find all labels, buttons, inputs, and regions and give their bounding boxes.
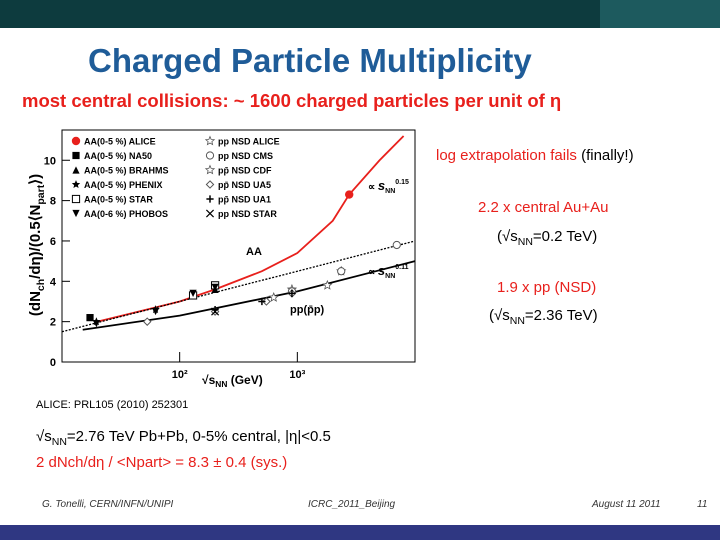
- y-axis-label: (dNch/dη)/(0.5⟨Npart⟩): [27, 174, 47, 316]
- plot-frame: [61, 129, 416, 363]
- note-part: (√s: [489, 307, 510, 324]
- y-label-part: /dη)/(0.5⟨N: [27, 205, 44, 279]
- data-point: [211, 283, 219, 291]
- legend-marker: [205, 151, 215, 160]
- y-tick-label: 8: [50, 196, 56, 208]
- y-label-part: part: [35, 184, 47, 204]
- note-part: =0.2 TeV): [533, 228, 597, 245]
- legend-label: AA(0-5 %) PHENIX: [84, 180, 163, 190]
- legend-marker: [205, 180, 215, 189]
- legend-marker: [72, 151, 80, 160]
- annotation: ∝ sNN0.15: [368, 178, 409, 195]
- footer-event: ICRC_2011_Beijing: [308, 499, 396, 510]
- x-label-part: (GeV): [227, 373, 262, 387]
- legend-marker: [72, 209, 80, 218]
- note: log extrapolation fails (finally!): [436, 147, 634, 164]
- y-tick-label: 2: [50, 317, 56, 329]
- y-label-part: ⟩): [27, 174, 44, 185]
- legend-label: pp NSD ALICE: [218, 137, 280, 147]
- note-part: (√s: [497, 228, 518, 245]
- x-axis-label: √sNN (GeV): [202, 373, 263, 389]
- legend-marker: [71, 136, 81, 146]
- data-point: [92, 320, 100, 328]
- footer-author: G. Tonelli, CERN/INFN/UNIPI: [42, 499, 174, 510]
- data-point: [189, 289, 197, 298]
- legend-label: AA(0-5 %) NA50: [84, 151, 152, 161]
- legend-marker: [71, 194, 81, 204]
- data-point: [86, 314, 94, 322]
- legend-marker: [205, 209, 215, 218]
- data-point: [258, 297, 266, 306]
- data-point: [151, 307, 160, 316]
- note: (√sNN=0.2 TeV): [497, 228, 597, 248]
- y-label-part: (dN: [27, 291, 44, 316]
- legend-label: pp̄ NSD UA5: [218, 180, 271, 190]
- note-part: log extrapolation fails: [436, 147, 577, 164]
- legend-label: pp̄ NSD CDF: [218, 166, 272, 176]
- legend-marker: [72, 166, 80, 174]
- data-point: [268, 292, 279, 302]
- annotation: AA: [246, 246, 262, 258]
- condition: √sNN=2.76 TeV Pb+Pb, 0-5% central, |η|<0…: [36, 428, 331, 448]
- legend-label: AA(0-5 %) ALICE: [84, 137, 156, 147]
- condition-part: √s: [36, 428, 52, 445]
- footer-date: August 11 2011: [591, 499, 661, 510]
- x-tick-label: 10²: [172, 369, 188, 381]
- top-bar-accent: [600, 0, 720, 28]
- annotation-part: 0.15: [395, 179, 409, 186]
- note: (√sNN=2.36 TeV): [489, 307, 598, 327]
- legend-marker: [71, 180, 81, 189]
- data-point: [322, 279, 333, 290]
- reference: ALICE: PRL105 (2010) 252301: [36, 399, 188, 411]
- y-tick-label: 6: [50, 236, 56, 248]
- data-point: [288, 289, 296, 298]
- fit-line: [61, 240, 416, 333]
- slide-subtitle: most central collisions: ~ 1600 charged …: [22, 90, 561, 111]
- legend-marker: [206, 195, 214, 203]
- y-tick-label: 0: [50, 357, 56, 369]
- note-part: NN: [510, 315, 525, 327]
- x-tick-label: 10³: [289, 369, 305, 381]
- x-label-part: NN: [215, 379, 227, 389]
- annotation-part: NN: [385, 188, 395, 195]
- legend-label: pp NSD CMS: [218, 151, 273, 161]
- annotation-part: NN: [385, 273, 395, 280]
- annotation: pp(p̄p): [290, 304, 325, 316]
- legend-label: pp NSD STAR: [218, 209, 277, 219]
- annotation-part: 0.11: [395, 264, 408, 271]
- condition-part: NN: [52, 436, 67, 448]
- footer-page: 11: [697, 499, 707, 510]
- data-point: [211, 307, 220, 316]
- data-point: [392, 240, 401, 250]
- data-point: [337, 267, 346, 276]
- slide-title: Charged Particle Multiplicity: [88, 42, 532, 79]
- note: 1.9 x pp (NSD): [497, 279, 596, 296]
- legend-label: AA(0-5 %) STAR: [84, 195, 153, 205]
- data-point: [142, 317, 152, 326]
- y-tick-label: 10: [44, 155, 56, 167]
- condition-part: =2.76 TeV Pb+Pb, 0-5% central, |η|<0.5: [67, 428, 331, 445]
- y-label-part: ch: [35, 279, 47, 291]
- x-label-part: √s: [202, 373, 216, 387]
- note-part: (finally!): [577, 147, 634, 164]
- note-part: =2.36 TeV): [525, 307, 598, 324]
- result: 2 dNch/dη / <Npart> = 8.3 ± 0.4 (sys.): [36, 454, 287, 471]
- bottom-bar: [0, 525, 720, 540]
- note-part: NN: [518, 236, 533, 248]
- data-point: [345, 190, 354, 199]
- data-point: [262, 297, 271, 306]
- legend-label: AA(0-5 %) BRAHMS: [84, 166, 169, 176]
- legend-label: AA(0-6 %) PHOBOS: [84, 209, 168, 219]
- legend-label: pp̄ NSD UA1: [218, 195, 271, 205]
- fit-line: [82, 260, 416, 331]
- note: 2.2 x central Au+Au: [478, 199, 609, 216]
- legend-marker: [204, 135, 216, 146]
- y-tick-label: 4: [50, 276, 57, 288]
- annotation-part: s: [378, 178, 385, 193]
- legend-marker: [204, 164, 216, 175]
- annotation-part: ∝: [368, 182, 378, 193]
